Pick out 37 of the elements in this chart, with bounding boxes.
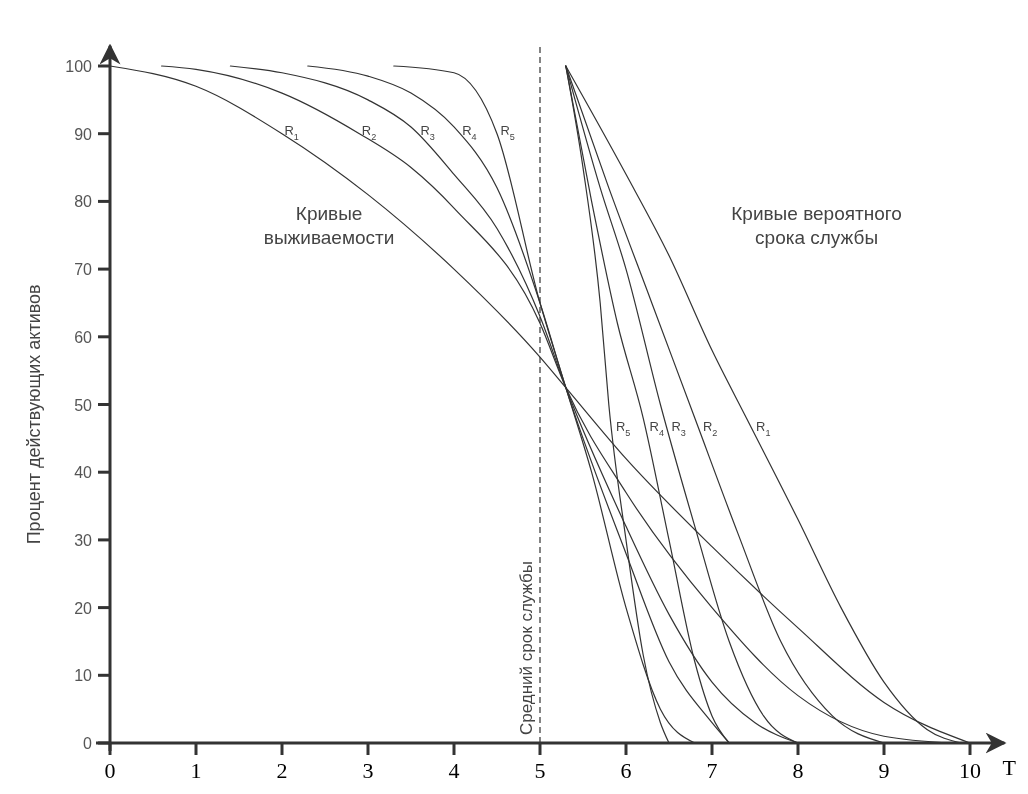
- y-tick-label: 80: [74, 193, 93, 211]
- x-tick-label: 7: [706, 758, 718, 783]
- series-label: R$_{5}$: [500, 122, 515, 142]
- ref-line-label: Средний срок службы: [517, 560, 536, 735]
- series-label: R$_{2}$: [361, 122, 377, 142]
- series-label: R$_{1}$: [284, 122, 299, 142]
- y-tick-label: 70: [74, 261, 93, 279]
- x-tick-label: 2: [276, 758, 288, 783]
- y-tick-label: 60: [74, 328, 93, 346]
- x-tick-label: 5: [534, 758, 546, 783]
- y-tick-label: 50: [74, 396, 93, 414]
- y-tick-label: 30: [74, 531, 93, 549]
- annotation: Кривые выживаемости: [263, 203, 395, 248]
- series-label: R$_{1}$: [756, 419, 771, 439]
- series-label: R$_{4}$: [649, 419, 665, 439]
- x-axis-title: T: [1002, 755, 1017, 780]
- series-label: R$_{5}$: [615, 419, 631, 439]
- series-label: R$_{3}$: [420, 122, 435, 142]
- annotation: Кривые вероятного срока службы: [731, 203, 902, 248]
- x-tick-label: 8: [792, 758, 804, 783]
- series-label: R$_{4}$: [462, 122, 477, 142]
- y-tick-label: 0: [83, 735, 93, 752]
- y-tick-label: 90: [74, 125, 93, 143]
- x-tick-label: 9: [878, 758, 890, 783]
- y-tick-label: 20: [74, 599, 93, 617]
- x-tick-label: 1: [190, 758, 202, 783]
- y-tick-label: 10: [74, 667, 93, 685]
- x-tick-label: 3: [362, 758, 374, 783]
- x-tick-label: 0: [104, 758, 116, 783]
- x-tick-label: 6: [620, 758, 632, 783]
- y-axis-title: Процент действующих активов: [24, 284, 44, 545]
- x-tick-label: 4: [448, 758, 460, 783]
- series-label: R$_{3}$: [671, 419, 686, 439]
- series-label: R$_{2}$: [702, 419, 718, 439]
- x-tick-label: 10: [959, 758, 981, 783]
- y-tick-label: 40: [74, 464, 93, 482]
- y-tick-label: 100: [65, 58, 93, 75]
